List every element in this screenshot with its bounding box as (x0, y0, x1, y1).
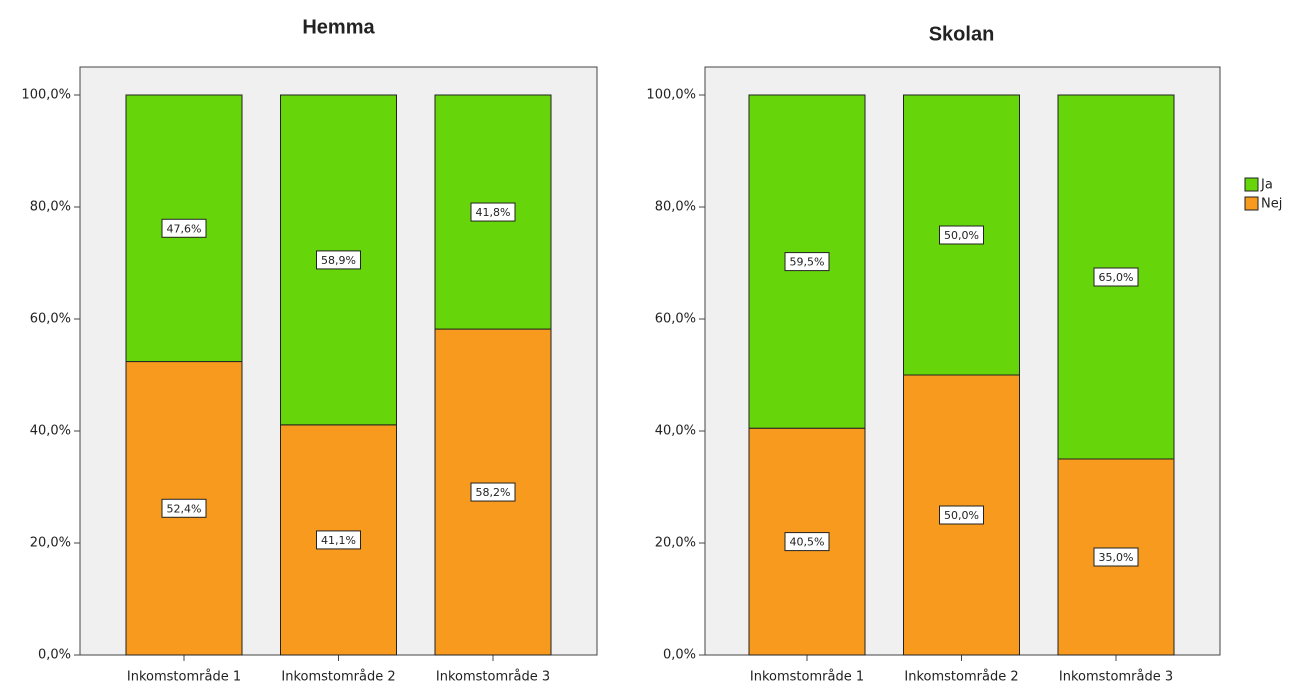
y-tick-label: 40,0% (655, 424, 696, 439)
x-tick-label: Inkomstområde 3 (436, 670, 550, 685)
data-label-box (784, 532, 830, 552)
data-label: 52,4% (167, 502, 202, 515)
data-label: 65,0% (1099, 271, 1134, 284)
data-label: 50,0% (944, 509, 979, 522)
y-tick-label: 0,0% (38, 648, 71, 663)
legend-swatch (1244, 177, 1259, 192)
data-label-box (316, 530, 361, 550)
data-label-box (784, 252, 830, 272)
y-tick-label: 40,0% (30, 424, 71, 439)
chart-title: Hemma (302, 16, 375, 38)
legend-label: Ja (1260, 178, 1273, 193)
data-label: 58,2% (476, 486, 511, 499)
data-label: 35,0% (1099, 551, 1134, 564)
y-tick-label: 60,0% (655, 312, 696, 327)
data-label: 50,0% (944, 229, 979, 242)
y-tick-label: 100,0% (21, 88, 71, 103)
data-label: 59,5% (790, 256, 825, 269)
data-label-box (939, 225, 984, 245)
data-label-box (161, 218, 207, 238)
data-label: 40,5% (790, 536, 825, 549)
y-tick-label: 20,0% (30, 536, 71, 551)
y-tick-label: 20,0% (655, 536, 696, 551)
data-label-box (470, 202, 516, 222)
chart-title: Skolan (929, 23, 995, 45)
data-label: 47,6% (167, 222, 202, 235)
x-tick-label: Inkomstområde 2 (904, 670, 1018, 685)
y-tick-label: 60,0% (30, 312, 71, 327)
x-tick-label: Inkomstområde 1 (750, 670, 864, 685)
y-tick-label: 100,0% (646, 88, 696, 103)
legend-swatch (1244, 196, 1259, 211)
data-label: 58,9% (321, 254, 356, 267)
bar-segment (434, 328, 552, 656)
data-label: 41,1% (321, 534, 356, 547)
x-tick-label: Inkomstområde 3 (1059, 670, 1173, 685)
data-label-box (1093, 267, 1139, 287)
x-tick-label: Inkomstområde 2 (281, 670, 395, 685)
data-label-box (1093, 547, 1139, 567)
data-label-box (316, 250, 361, 270)
y-tick-label: 80,0% (655, 200, 696, 215)
legend-label: Nej (1261, 197, 1282, 212)
y-tick-label: 0,0% (663, 648, 696, 663)
data-label-box (161, 498, 207, 518)
x-tick-label: Inkomstområde 1 (127, 670, 241, 685)
data-label-box (939, 505, 984, 525)
data-label: 41,8% (476, 206, 511, 219)
y-tick-label: 80,0% (30, 200, 71, 215)
data-label-box (470, 482, 516, 502)
